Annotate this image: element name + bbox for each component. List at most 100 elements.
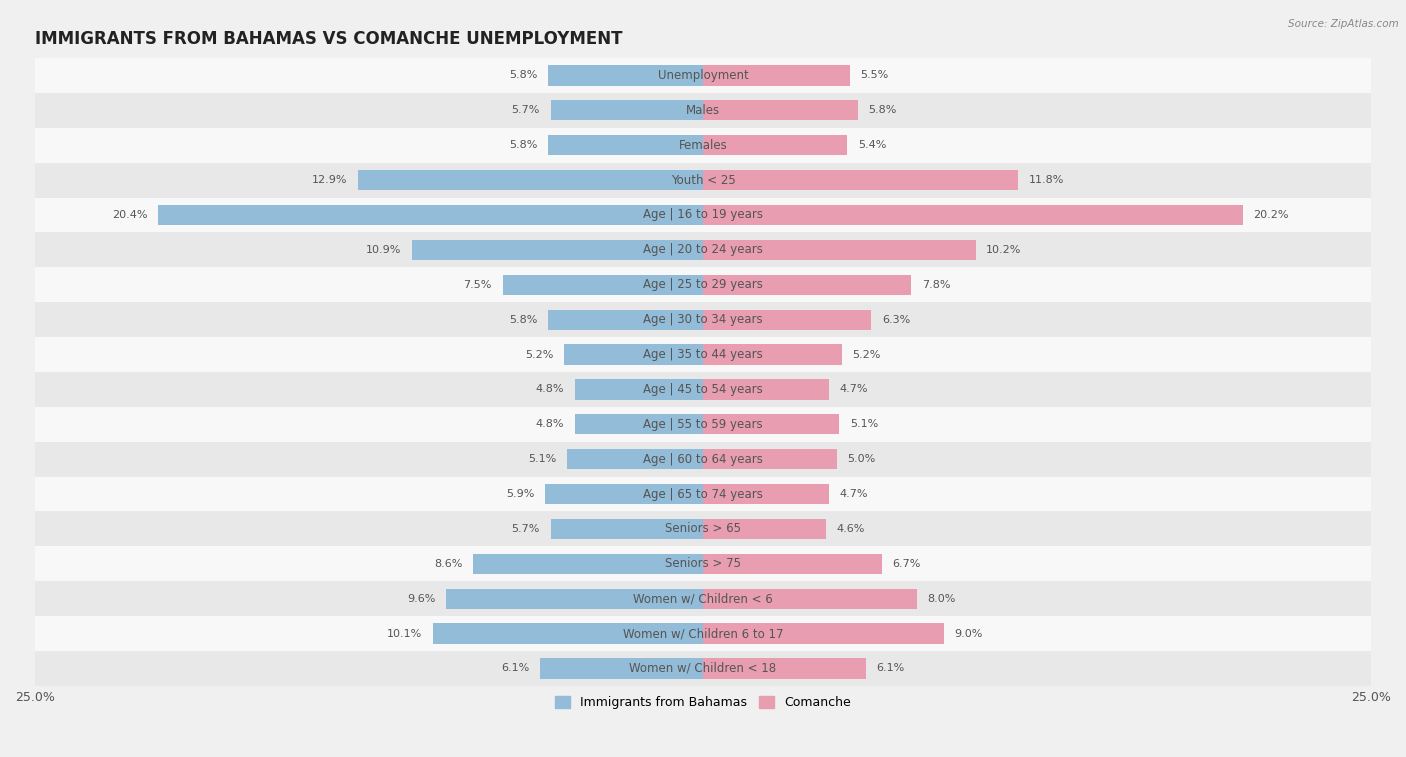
Bar [703,553,882,574]
Text: Age | 55 to 59 years: Age | 55 to 59 years [643,418,763,431]
Bar [564,344,703,365]
Bar [703,379,828,400]
Text: Source: ZipAtlas.com: Source: ZipAtlas.com [1288,19,1399,29]
Legend: Immigrants from Bahamas, Comanche: Immigrants from Bahamas, Comanche [550,691,856,714]
Bar [35,128,1371,163]
Bar [35,442,1371,477]
Text: 5.2%: 5.2% [524,350,554,360]
Text: 10.2%: 10.2% [986,245,1022,255]
Bar [546,484,703,504]
Bar [703,624,943,643]
Bar [35,477,1371,512]
Bar [35,581,1371,616]
Bar [548,310,703,330]
Text: Age | 45 to 54 years: Age | 45 to 54 years [643,383,763,396]
Text: Unemployment: Unemployment [658,69,748,82]
Bar [35,616,1371,651]
Text: 5.8%: 5.8% [869,105,897,115]
Text: 8.6%: 8.6% [434,559,463,569]
Bar [551,100,703,120]
Text: Age | 35 to 44 years: Age | 35 to 44 years [643,348,763,361]
Text: 9.0%: 9.0% [955,628,983,639]
Text: 9.6%: 9.6% [408,593,436,603]
Text: 4.7%: 4.7% [839,385,868,394]
Text: 7.5%: 7.5% [464,280,492,290]
Text: Women w/ Children 6 to 17: Women w/ Children 6 to 17 [623,627,783,640]
Bar [359,170,703,190]
Text: 12.9%: 12.9% [312,175,347,185]
Bar [575,379,703,400]
Bar [703,240,976,260]
Text: 6.1%: 6.1% [501,663,529,674]
Text: 4.8%: 4.8% [536,419,564,429]
Bar [703,484,828,504]
Bar [35,651,1371,686]
Text: 5.8%: 5.8% [509,140,537,150]
Bar [35,372,1371,407]
Text: 20.4%: 20.4% [111,210,148,220]
Text: 6.7%: 6.7% [893,559,921,569]
Text: 5.1%: 5.1% [527,454,555,464]
Bar [35,198,1371,232]
Bar [447,589,703,609]
Bar [502,275,703,295]
Bar [35,337,1371,372]
Text: 5.1%: 5.1% [851,419,879,429]
Text: 6.3%: 6.3% [882,315,910,325]
Bar [703,65,851,86]
Text: Age | 65 to 74 years: Age | 65 to 74 years [643,488,763,500]
Text: Age | 20 to 24 years: Age | 20 to 24 years [643,244,763,257]
Text: 10.1%: 10.1% [387,628,422,639]
Text: Age | 16 to 19 years: Age | 16 to 19 years [643,208,763,222]
Bar [703,449,837,469]
Text: 5.5%: 5.5% [860,70,889,80]
Bar [703,414,839,435]
Text: Age | 25 to 29 years: Age | 25 to 29 years [643,279,763,291]
Text: 5.2%: 5.2% [852,350,882,360]
Bar [35,93,1371,128]
Bar [703,275,911,295]
Text: 10.9%: 10.9% [366,245,401,255]
Text: Women w/ Children < 18: Women w/ Children < 18 [630,662,776,675]
Bar [703,135,848,155]
Bar [35,512,1371,547]
Text: 20.2%: 20.2% [1254,210,1289,220]
Bar [35,267,1371,302]
Text: Seniors > 65: Seniors > 65 [665,522,741,535]
Bar [703,205,1243,225]
Bar [35,302,1371,337]
Bar [575,414,703,435]
Text: 6.1%: 6.1% [877,663,905,674]
Text: 8.0%: 8.0% [928,593,956,603]
Bar [703,100,858,120]
Text: 5.8%: 5.8% [509,70,537,80]
Text: 7.8%: 7.8% [922,280,950,290]
Bar [433,624,703,643]
Text: Females: Females [679,139,727,151]
Bar [548,135,703,155]
Text: 4.8%: 4.8% [536,385,564,394]
Text: 5.7%: 5.7% [512,105,540,115]
Bar [703,519,825,539]
Text: 5.9%: 5.9% [506,489,534,499]
Bar [703,170,1018,190]
Text: Seniors > 75: Seniors > 75 [665,557,741,570]
Text: Age | 30 to 34 years: Age | 30 to 34 years [643,313,763,326]
Text: IMMIGRANTS FROM BAHAMAS VS COMANCHE UNEMPLOYMENT: IMMIGRANTS FROM BAHAMAS VS COMANCHE UNEM… [35,30,623,48]
Bar [567,449,703,469]
Text: 5.8%: 5.8% [509,315,537,325]
Text: 4.7%: 4.7% [839,489,868,499]
Bar [703,659,866,678]
Bar [474,553,703,574]
Bar [551,519,703,539]
Bar [703,589,917,609]
Text: Age | 60 to 64 years: Age | 60 to 64 years [643,453,763,466]
Bar [412,240,703,260]
Bar [540,659,703,678]
Bar [35,232,1371,267]
Text: 4.6%: 4.6% [837,524,865,534]
Text: 5.0%: 5.0% [848,454,876,464]
Bar [35,407,1371,442]
Bar [35,163,1371,198]
Text: 5.7%: 5.7% [512,524,540,534]
